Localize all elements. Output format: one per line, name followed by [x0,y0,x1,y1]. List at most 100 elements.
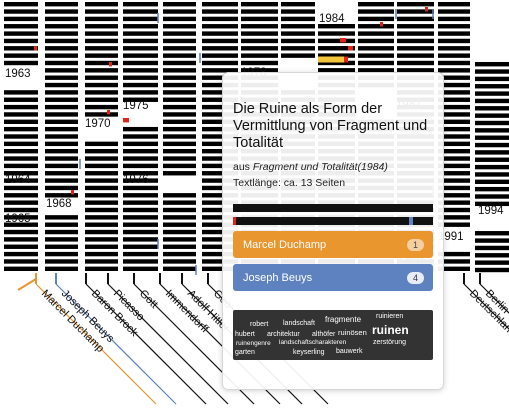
keyword-cloud: ruinieren robert landschaft fragmente ruinen… [233,310,433,360]
year-label: 1994 [478,205,504,217]
text-bar [4,134,38,139]
text-bar [163,82,196,88]
text-title: Die Ruine als Form der Vermittlung von F… [233,101,428,151]
text-bar [45,68,78,73]
person-tag-marcel-duchamp[interactable]: Marcel Duchamp 1 [233,231,433,258]
text-bar [241,31,278,36]
text-bar [45,141,78,147]
keyword: bauwerk [336,348,363,355]
year-label: 1965 [5,213,31,225]
text-bar [85,97,118,102]
person-tag-joseph-beuys[interactable]: Joseph Beuys 4 [233,264,433,291]
text-bar [163,149,196,154]
text-bar [438,215,470,220]
text-bar [4,229,38,235]
text-bar [475,231,509,236]
text-bar [4,2,38,7]
text-bar [438,171,470,176]
text-bar [475,157,509,162]
text-bar [45,237,78,242]
text-bar [123,126,158,132]
text-bar [85,251,118,257]
text-bar [163,112,196,117]
text-bar [123,244,158,249]
text-bar [438,141,470,147]
text-bar [123,215,158,220]
text-bar [45,134,78,139]
mention-marker [340,38,346,43]
keyword: hubert [235,331,255,338]
text-bar [475,142,509,148]
text-bar [45,215,78,220]
text-bar [397,60,434,66]
text-bar [438,126,470,132]
text-bar [123,200,158,205]
source-prefix: aus [233,161,253,173]
text-bar [45,185,78,191]
text-bar [163,141,196,147]
text-bar [163,119,196,124]
text-bar [281,46,315,51]
page-bar [233,217,433,225]
text-bar [163,193,196,198]
text-bar [85,68,118,73]
keyword: garten [235,349,255,356]
text-bar [85,207,118,213]
text-bar [397,53,434,58]
text-bar [45,90,78,95]
text-bar [358,9,394,14]
text-bar [163,200,196,205]
text-bar [202,215,238,220]
text-bar [202,112,238,117]
text-bar [475,238,509,243]
text-bar [45,31,78,36]
text-bar [475,84,509,89]
text-bar [397,24,434,29]
text-bar [123,222,158,227]
text-bar [241,53,278,58]
text-bar [123,266,158,271]
axis-connector [107,283,229,405]
text-bar [45,244,78,249]
text-bar [202,31,238,36]
text-bar [281,31,315,36]
keyword: architektur [267,331,300,338]
text-bar [475,113,509,118]
text-bar [438,251,470,257]
text-bar [202,24,238,29]
mention-marker [233,217,236,225]
text-bar [163,2,196,7]
text-bar [85,38,118,44]
text-bar [45,156,78,161]
text-bar [123,149,158,154]
axis-connector [55,283,177,405]
year-label: 1991 [438,231,464,243]
text-bar [475,128,509,133]
text-bar [4,104,38,110]
text-bar [85,2,118,7]
text-bar [438,149,470,154]
text-bar [202,266,238,271]
text-bar [123,90,158,95]
text-bar [85,16,118,22]
text-bar [438,16,470,22]
text-bar [202,156,238,161]
text-bar [4,16,38,22]
text-bar [202,193,238,198]
mention-marker [425,7,428,12]
text-bar [475,245,509,251]
text-bar [318,31,355,36]
text-bar [123,134,158,139]
mention-marker [123,118,127,123]
mention-marker [348,46,353,51]
text-bar [123,46,158,51]
text-bar [318,53,355,58]
year-label: 1975 [123,100,149,112]
text-bar [45,266,78,271]
text-bar [85,90,118,95]
text-bar [202,46,238,51]
text-bar [4,38,38,44]
text-bar [123,38,158,44]
text-bar [202,259,238,264]
text-bar [202,60,238,66]
